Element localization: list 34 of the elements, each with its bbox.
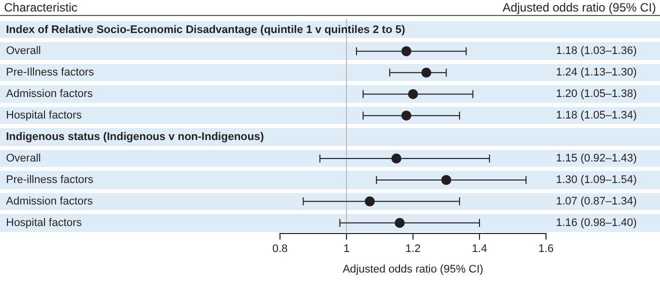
y-tick-label: Indigenous status (Indigenous v non-Indigenous) (6, 131, 264, 144)
x-tick-label: 1.6 (538, 243, 554, 256)
x-tick-label: 0.8 (272, 243, 288, 256)
text: Characteristic (4, 0, 78, 14)
y-tick-label: Hospital factors (6, 110, 82, 122)
point (401, 46, 412, 56)
data-label: 1.24 (1.13–1.30) (556, 66, 637, 79)
y-tick-label: Pre-illness factors (6, 174, 94, 186)
data-label: 1.18 (1.05–1.34) (556, 110, 637, 122)
x-tick-label: 1 (343, 243, 350, 256)
text: Adjusted odds ratio (95% CI) (502, 0, 656, 14)
point (408, 89, 418, 100)
point (364, 196, 375, 206)
data-label: 1.20 (1.05–1.38) (556, 88, 637, 100)
point (421, 68, 432, 78)
data-label: 1.15 (0.92–1.43) (556, 152, 637, 165)
y-tick-label: Admission factors (6, 195, 94, 208)
point (401, 110, 412, 121)
data-label: 1.07 (0.87–1.34) (556, 195, 637, 208)
x-axis-title: Adjusted odds ratio (95% CI) (342, 263, 484, 276)
data-label: 1.30 (1.09–1.54) (556, 174, 637, 186)
y-tick-label: Overall (6, 45, 41, 58)
y-tick-label: Index of Relative Socio-Economic Disadvantage (quintile 1 v quintiles 2 to 5) (6, 24, 406, 36)
y-tick-label: Hospital factors (6, 216, 82, 229)
x-tick-label: 1.4 (472, 243, 488, 256)
point (391, 153, 402, 164)
point (394, 218, 405, 228)
y-tick-label: Overall (6, 152, 41, 165)
data-label: 1.18 (1.03–1.36) (556, 45, 637, 58)
data-label: 1.16 (0.98–1.40) (556, 216, 637, 229)
point (441, 174, 452, 185)
y-tick-label: Pre-Illness factors (6, 66, 95, 79)
y-tick-label: Admission factors (6, 88, 94, 100)
x-tick-label: 1.2 (405, 243, 421, 256)
